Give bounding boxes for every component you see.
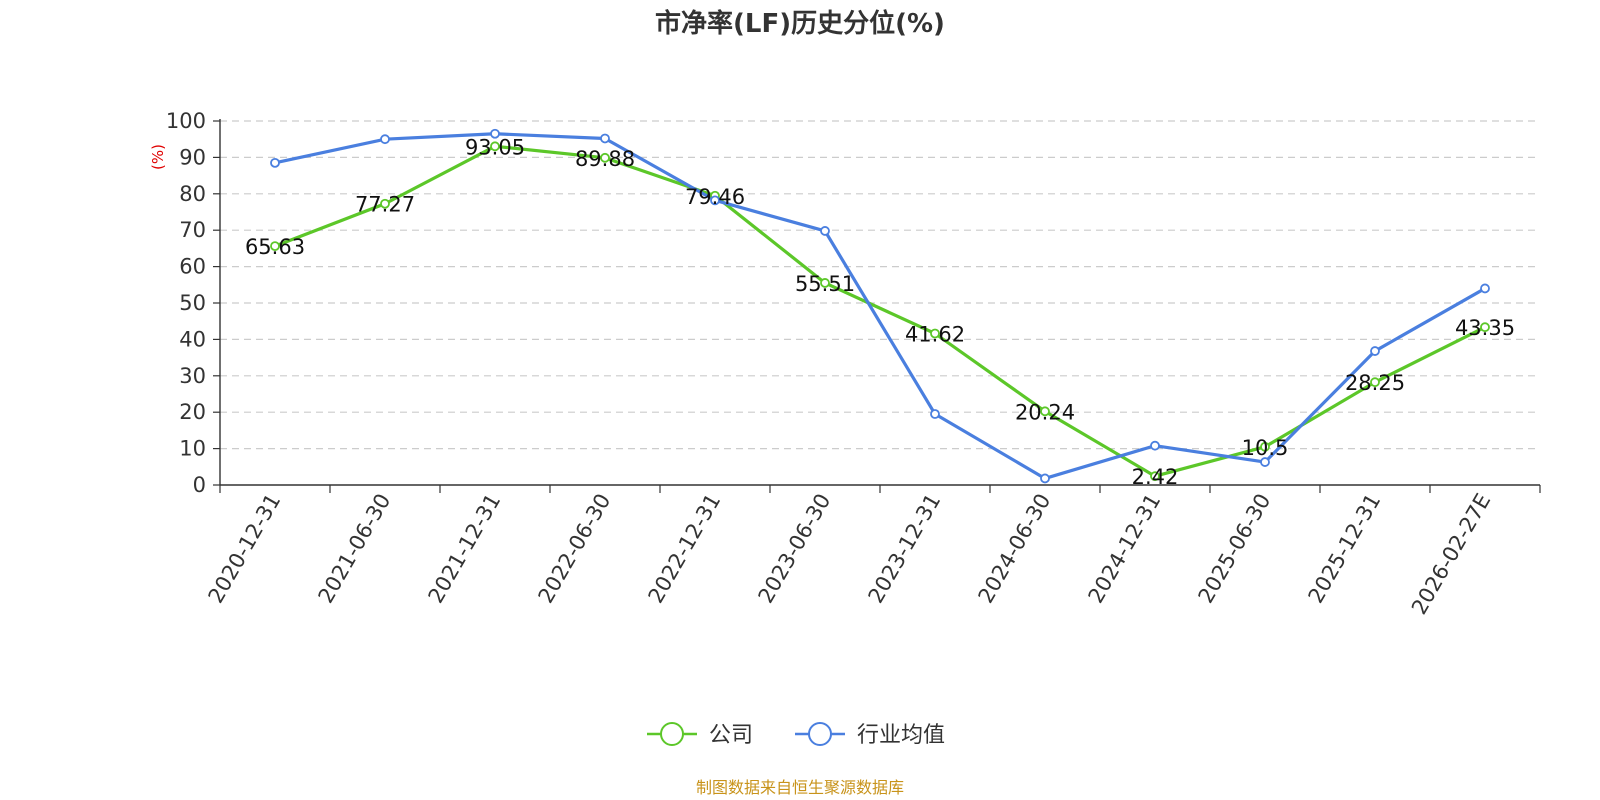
data-label: 43.35 [1455,316,1515,340]
data-label: 55.51 [795,272,855,296]
data-label: 93.05 [465,135,525,159]
data-point [1370,346,1380,356]
data-point [600,133,610,144]
x-tick-label: 2020-12-31 [204,490,286,608]
x-tick-label: 2026-02-27E [1407,490,1495,619]
y-tick-label: 20 [179,400,206,424]
data-point [600,152,610,163]
data-point [1040,406,1050,417]
y-tick-label: 60 [179,255,206,279]
data-label: 2.42 [1132,465,1179,489]
data-point [1040,473,1050,484]
legend-marker [660,722,684,746]
y-tick-label: 80 [179,182,206,206]
y-axis-label: (%) [149,144,167,170]
y-tick-label: 100 [166,109,206,133]
data-point [1150,440,1160,451]
data-label: 28.25 [1345,371,1405,395]
data-point [490,141,500,152]
y-tick-label: 50 [179,291,206,315]
data-point [1480,322,1490,333]
x-tick-label: 2023-06-30 [754,490,836,608]
data-point [490,128,500,139]
x-tick-label: 2022-12-31 [644,490,726,608]
data-point [930,409,940,419]
data-point [1150,471,1160,482]
gridlines [220,120,1540,450]
x-tick-label: 2024-06-30 [974,490,1056,608]
data-point [270,241,280,252]
data-label: 20.24 [1015,400,1075,424]
x-tick-label: 2022-06-30 [534,490,616,608]
chart-title: 市净率(LF)历史分位(%) [655,8,945,39]
data-point [820,278,830,288]
data-point [820,226,830,236]
data-point [1260,457,1270,467]
x-tick-label: 2023-12-31 [864,490,946,608]
data-point [1480,283,1490,294]
data-label: 79.46 [685,185,745,209]
data-point [380,134,390,145]
series-line-0 [273,144,1487,478]
y-tick-label: 0 [193,473,206,497]
legend-marker [808,722,832,746]
y-tick-label: 70 [179,218,206,242]
x-tick-label: 2021-12-31 [424,490,506,608]
data-point [930,328,940,339]
data-label: 89.88 [575,147,635,171]
source-note: 制图数据来自恒生聚源数据库 [696,778,904,797]
data-labels: 65.63 77.27 93.05 89.88 79.46 55.51 41.62 20.24… [245,135,1515,489]
legend[interactable]: 公司 行业均值 [647,722,945,748]
data-label: 41.62 [905,323,965,347]
data-point [1260,441,1270,452]
legend-item-0[interactable]: 公司 [647,722,753,748]
legend-label: 行业均值 [857,723,945,748]
legend-label: 公司 [709,723,753,748]
series-line-1 [273,132,1487,481]
x-tick-label: 2024-12-31 [1084,490,1166,608]
data-label: 77.27 [355,193,415,217]
data-label: 10.5 [1242,436,1289,460]
data-point [1370,377,1380,388]
axes: 0 10 20 30 40 50 60 70 80 90 100 2020-12-31 2021-06-… [166,109,1541,619]
data-label: 65.63 [245,235,305,259]
data-point [710,195,720,206]
y-tick-label: 40 [179,327,206,351]
x-tick-label: 2025-12-31 [1304,490,1386,608]
series-layer [270,128,1490,484]
x-tick-label: 2025-06-30 [1194,490,1276,608]
y-tick-label: 10 [179,437,206,461]
x-tick-label: 2021-06-30 [314,490,396,608]
y-tick-label: 90 [179,145,206,169]
data-point [270,157,280,168]
legend-item-1[interactable]: 行业均值 [795,722,945,748]
data-point [380,198,390,209]
y-tick-label: 30 [179,364,206,388]
